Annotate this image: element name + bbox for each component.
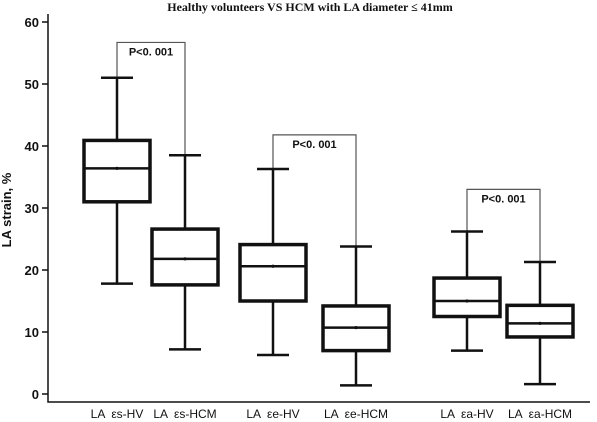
y-axis-label: LA strain, % xyxy=(0,172,14,247)
box-plot-item xyxy=(505,260,575,386)
median-marker xyxy=(115,166,119,170)
box-plot-item xyxy=(150,154,220,351)
category-label: LA εe-HV xyxy=(246,407,299,421)
y-tick-label: 10 xyxy=(25,325,39,340)
p-value-label: P<0. 001 xyxy=(129,46,173,58)
axis-frame xyxy=(47,14,590,403)
comparison-bracket xyxy=(116,41,186,156)
boxes xyxy=(82,76,575,387)
y-tick-label: 30 xyxy=(25,201,39,216)
axes: 0 10 20 30 40 50 60 xyxy=(25,14,590,403)
iqr-box xyxy=(432,276,502,319)
median-marker xyxy=(183,257,187,261)
category-label: LA εa-HV xyxy=(440,407,493,421)
iqr-box xyxy=(150,227,220,287)
iqr-box xyxy=(238,242,308,303)
y-tick-label: 40 xyxy=(25,139,39,154)
x-axis-labels: LA εs-HV LA εs-HCM LA εe-HV LA εe-HCM LA εa-… xyxy=(91,407,572,421)
chart-title: Healthy volunteers VS HCM with LA diamet… xyxy=(167,0,452,14)
median-marker xyxy=(354,326,358,330)
comparison-bracket xyxy=(272,134,357,247)
y-tick-label: 20 xyxy=(25,263,39,278)
box-plot-item xyxy=(238,167,308,357)
category-label: LA εs-HV xyxy=(91,407,144,421)
iqr-box xyxy=(505,303,575,339)
y-tick-label: 60 xyxy=(25,15,39,30)
y-tick-label: 0 xyxy=(32,387,39,402)
category-label: LA εs-HCM xyxy=(153,407,216,421)
category-label: LA εa-HCM xyxy=(508,407,572,421)
box-plot-item xyxy=(321,245,391,387)
y-tick-label: 50 xyxy=(25,77,39,92)
median-marker xyxy=(271,264,275,268)
median-marker xyxy=(538,321,542,325)
box-plot-item xyxy=(432,230,502,352)
box-plot-item xyxy=(82,76,152,285)
iqr-box xyxy=(82,138,152,204)
p-value-label: P<0. 001 xyxy=(292,139,336,151)
p-value-label: P<0. 001 xyxy=(481,193,525,205)
category-label: LA εe-HCM xyxy=(324,407,388,421)
median-marker xyxy=(465,299,469,303)
